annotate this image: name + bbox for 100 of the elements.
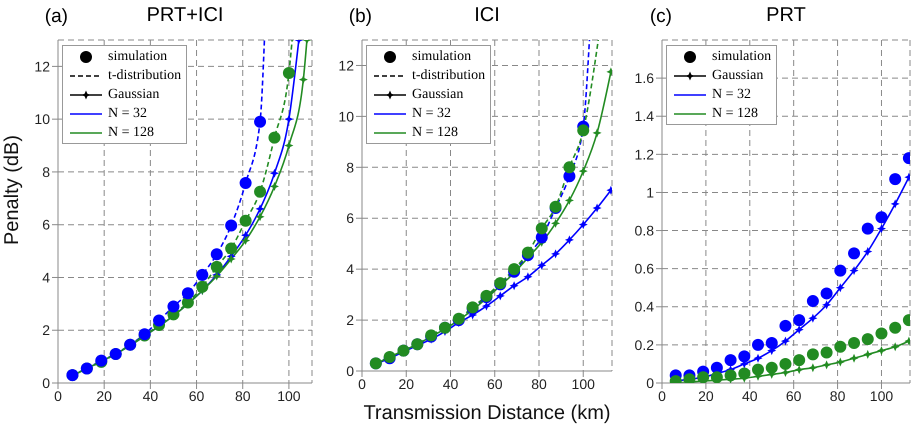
point	[563, 161, 576, 174]
x-tick-label: 40	[142, 388, 158, 404]
point	[738, 350, 750, 362]
legend-label: N = 32	[412, 105, 452, 123]
y-tick-label: 1.2	[634, 146, 654, 162]
chart-title: PRT	[766, 4, 806, 26]
point	[766, 362, 778, 374]
x-tick-label: 60	[188, 388, 205, 404]
point	[210, 248, 223, 260]
point	[256, 204, 264, 213]
x-tick-label: 20	[698, 388, 714, 404]
x-tick-label: 40	[742, 388, 758, 404]
point	[496, 292, 504, 300]
point	[552, 219, 560, 228]
y-tick-label: 10	[338, 108, 354, 124]
y-axis-title: Penalty (dB)	[1, 134, 23, 246]
y-tick-label: 0	[346, 362, 354, 379]
point	[889, 173, 902, 186]
y-tick-label: 0.8	[634, 222, 654, 239]
point	[779, 320, 792, 332]
x-tick-label: 20	[96, 388, 112, 404]
y-tick-label: 0.6	[634, 260, 654, 277]
point	[808, 364, 817, 372]
x-tick-label: 80	[830, 388, 846, 404]
point	[834, 264, 846, 277]
y-tick-label: 2	[346, 312, 354, 328]
point	[256, 212, 264, 221]
point	[270, 182, 278, 190]
y-tick-label: 1.4	[634, 108, 654, 124]
point	[806, 295, 819, 308]
point	[850, 266, 858, 274]
point	[242, 236, 250, 244]
point	[210, 260, 223, 273]
point	[285, 142, 293, 150]
point	[196, 280, 208, 293]
point	[240, 177, 252, 190]
point	[282, 66, 295, 79]
x-axis-title: Transmission Distance (km)	[363, 402, 611, 424]
text: (a)	[44, 6, 68, 27]
point	[738, 367, 750, 380]
point	[862, 222, 874, 235]
x-tick-label: 40	[442, 376, 458, 392]
point	[566, 236, 574, 244]
point	[793, 314, 806, 326]
x-tick-label: 80	[531, 376, 547, 392]
y-tick-label: 12	[34, 58, 50, 74]
point	[552, 250, 560, 258]
point	[167, 300, 180, 312]
x-tick-label: 60	[486, 376, 503, 392]
y-tick-label: 6	[346, 210, 354, 226]
point	[254, 116, 266, 128]
point	[482, 302, 490, 310]
point	[524, 272, 532, 281]
y-tick-label: 4	[346, 261, 354, 278]
legend-label: simulation	[412, 48, 472, 66]
point	[848, 336, 860, 349]
x-tick-label: 80	[234, 388, 251, 404]
legend-label: N = 32	[712, 86, 752, 104]
point	[593, 129, 601, 137]
point	[579, 167, 588, 176]
legend-label: Gaussian	[712, 67, 764, 85]
point	[822, 300, 830, 309]
point	[710, 371, 723, 383]
y-tick-label: 0.2	[634, 336, 654, 353]
x-tick-label: 20	[398, 376, 414, 392]
point	[752, 364, 764, 376]
point	[782, 368, 790, 376]
y-tick-label: 1.6	[634, 70, 654, 86]
point	[795, 366, 804, 374]
point	[153, 314, 166, 326]
point	[820, 287, 833, 300]
point	[579, 220, 588, 228]
point	[822, 360, 830, 369]
point	[834, 340, 846, 353]
point	[862, 333, 874, 346]
point	[182, 287, 194, 300]
y-tick-label: 0.4	[634, 298, 654, 315]
point	[510, 282, 518, 290]
legend-label: N = 32	[108, 105, 148, 123]
text: (c)	[650, 6, 672, 27]
y-tick-label: 2	[42, 322, 50, 338]
point	[240, 214, 252, 227]
point	[254, 186, 266, 198]
point	[864, 248, 872, 256]
point	[577, 124, 590, 136]
point	[536, 222, 548, 234]
point	[782, 337, 790, 345]
x-tick-label: 60	[786, 388, 802, 404]
y-tick-label: 4	[42, 269, 50, 286]
chart-title: ICI	[474, 4, 500, 26]
point	[754, 354, 762, 362]
legend-label: Gaussian	[412, 86, 464, 104]
point	[242, 231, 250, 240]
point	[808, 314, 817, 322]
x-tick-label: 0	[358, 376, 366, 392]
point	[225, 219, 238, 232]
point	[724, 354, 737, 366]
y-tick-label: 8	[42, 164, 50, 180]
point	[299, 76, 308, 84]
point	[864, 350, 872, 358]
